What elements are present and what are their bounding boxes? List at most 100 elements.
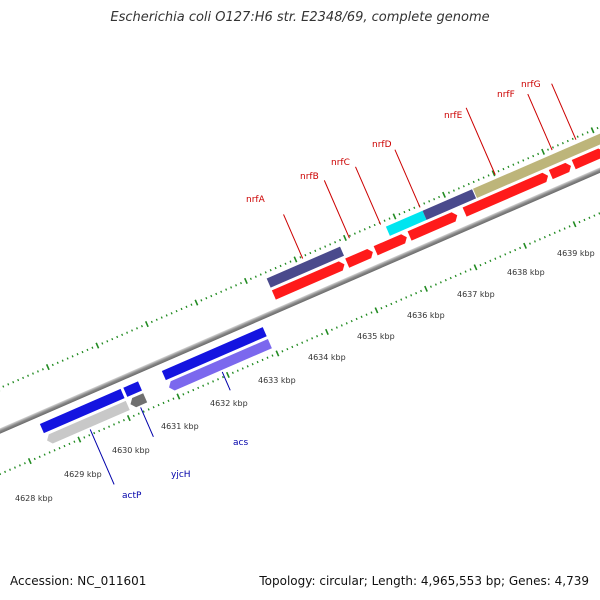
forward-major-tick (144, 320, 149, 328)
kbp-label-4628: 4628 kbp (15, 494, 53, 503)
feature-blue-yjcH[interactable] (123, 381, 142, 397)
reverse-tick-row (0, 212, 600, 476)
forward-minor-tick (51, 363, 54, 367)
forward-minor-tick (314, 249, 317, 253)
gene-label-nrfG[interactable]: nrfG (521, 80, 541, 90)
feature-blue-actP[interactable] (39, 388, 125, 434)
forward-minor-tick (339, 238, 342, 242)
reverse-minor-tick (390, 302, 393, 306)
reverse-minor-tick (291, 345, 294, 349)
forward-minor-tick (547, 148, 550, 151)
gene-nrfD-body[interactable] (407, 211, 460, 241)
forward-minor-tick (398, 213, 401, 216)
reverse-minor-tick (514, 248, 517, 252)
reverse-minor-tick (88, 434, 91, 437)
forward-minor-tick (319, 247, 322, 250)
reverse-minor-tick (251, 363, 254, 366)
forward-minor-tick (537, 152, 540, 156)
gene-actP-body[interactable] (45, 400, 130, 445)
reverse-minor-tick (212, 380, 215, 383)
reverse-minor-tick (355, 317, 358, 321)
reverse-minor-tick (83, 436, 86, 439)
forward-minor-tick (522, 159, 525, 162)
reverse-minor-tick (162, 401, 165, 405)
gene-label-nrfA[interactable]: nrfA (246, 195, 266, 205)
reverse-minor-tick (261, 358, 264, 362)
gene-label-yjcH[interactable]: yjcH (171, 470, 191, 480)
reverse-minor-tick (167, 399, 170, 402)
forward-minor-tick (36, 370, 39, 373)
gene-label-leaders (89, 83, 577, 485)
gene-yjcH-body[interactable] (129, 393, 148, 409)
reverse-minor-tick (147, 408, 150, 411)
forward-minor-tick (61, 359, 64, 362)
gene-label-actP[interactable]: actP (122, 491, 142, 501)
forward-minor-tick (462, 185, 465, 188)
gene-nrfB-body[interactable] (345, 247, 375, 268)
reverse-gene-labels: actP yjcH acs (122, 438, 248, 501)
forward-minor-tick (581, 133, 584, 136)
forward-minor-tick (81, 350, 84, 354)
feature-nrfA[interactable] (266, 246, 345, 288)
forward-minor-tick (502, 167, 505, 171)
reverse-minor-tick (484, 261, 487, 265)
reverse-minor-tick (504, 253, 507, 256)
gene-nrfA-body[interactable] (271, 260, 347, 300)
forward-minor-tick (76, 353, 79, 356)
forward-minor-tick (423, 202, 426, 205)
gene-label-nrfB[interactable]: nrfB (300, 172, 319, 182)
forward-minor-tick (413, 206, 416, 209)
forward-major-tick (343, 234, 347, 241)
reverse-minor-tick (246, 365, 249, 368)
forward-minor-tick (200, 299, 203, 302)
reverse-minor-tick (439, 281, 442, 284)
reverse-minor-tick (23, 462, 26, 465)
gene-nrfC-body[interactable] (373, 233, 409, 256)
reverse-minor-tick (256, 360, 259, 364)
reverse-major-tick (473, 264, 478, 271)
forward-minor-tick (576, 135, 579, 138)
reverse-minor-tick (459, 272, 462, 275)
reverse-major-tick (572, 221, 577, 228)
forward-minor-tick (71, 355, 74, 358)
forward-minor-tick (497, 169, 500, 173)
reverse-major-tick (275, 350, 280, 357)
forward-minor-tick (438, 195, 441, 199)
gene-label-nrfD[interactable]: nrfD (372, 140, 392, 150)
gene-nrfF-body[interactable] (548, 161, 573, 180)
reverse-minor-tick (380, 307, 383, 310)
reverse-minor-tick (400, 298, 403, 301)
reverse-minor-tick (583, 218, 586, 222)
reverse-major-tick (225, 371, 230, 379)
gene-label-nrfE[interactable]: nrfE (444, 111, 463, 121)
kbp-label-4634: 4634 kbp (308, 353, 346, 362)
gene-label-acs[interactable]: acs (233, 438, 248, 448)
reverse-minor-tick (271, 354, 274, 357)
reverse-minor-tick (13, 466, 16, 469)
forward-minor-tick (289, 260, 292, 263)
forward-major-tick (541, 148, 545, 155)
reverse-minor-tick (137, 412, 140, 415)
reverse-minor-tick (464, 270, 467, 273)
feature-blue-acs[interactable] (161, 327, 267, 381)
gene-nrfG-body[interactable] (571, 147, 600, 170)
reverse-minor-tick (479, 263, 482, 267)
reverse-major-tick (523, 242, 527, 249)
reverse-minor-tick (187, 391, 190, 394)
feature-khaki-nrfE[interactable] (473, 128, 600, 198)
gene-label-nrfF[interactable]: nrfF (497, 90, 515, 100)
gene-label-nrfC[interactable]: nrfC (331, 158, 350, 168)
gene-acs-body[interactable] (167, 339, 272, 392)
gene-nrfE-body[interactable] (462, 171, 550, 217)
forward-minor-tick (507, 165, 510, 169)
reverse-minor-tick (236, 369, 239, 372)
forward-minor-tick (225, 288, 228, 291)
feature-navy-nrfD[interactable] (422, 189, 477, 220)
forward-minor-tick (304, 253, 307, 257)
forward-minor-tick (428, 200, 431, 203)
reverse-minor-tick (281, 350, 284, 353)
forward-major-tick (45, 364, 50, 371)
map-title: Escherichia coli O127:H6 str. E2348/69, … (110, 10, 490, 25)
feature-cyan-nrfC[interactable] (385, 210, 427, 236)
